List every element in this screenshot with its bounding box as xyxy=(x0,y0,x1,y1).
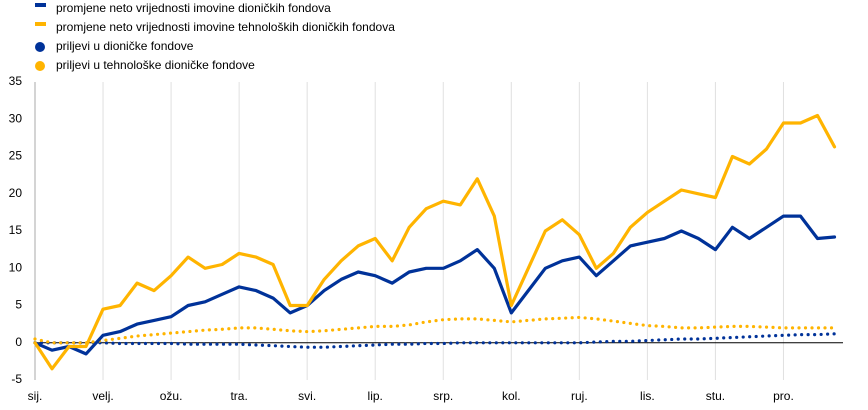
legend-marker xyxy=(35,61,45,71)
y-tick-label: 35 xyxy=(9,74,23,88)
x-tick-label: kol. xyxy=(502,389,521,403)
x-tick-label: stu. xyxy=(706,389,725,403)
y-tick-label: 5 xyxy=(15,298,22,312)
x-tick-label: ruj. xyxy=(571,389,588,403)
dotted-series xyxy=(33,332,837,349)
x-tick-label: lip. xyxy=(368,389,383,403)
legend-label: priljevi u dioničke fondove xyxy=(56,39,194,53)
legend-marker xyxy=(35,3,46,7)
legend-label: priljevi u tehnološke dioničke fondove xyxy=(56,58,255,72)
x-tick-label: ožu. xyxy=(160,389,183,403)
y-tick-label: 10 xyxy=(9,260,23,274)
legend-marker xyxy=(35,22,46,26)
legend-label: promjene neto vrijednosti imovine tehnol… xyxy=(56,20,395,34)
x-tick-label: pro. xyxy=(773,389,794,403)
y-tick-label: 30 xyxy=(9,111,23,125)
line-series xyxy=(33,113,837,371)
y-tick-label: 15 xyxy=(9,223,23,237)
x-tick-label: velj. xyxy=(92,389,113,403)
line-series xyxy=(33,214,837,356)
y-tick-label: 20 xyxy=(9,186,23,200)
x-tick-label: lis. xyxy=(640,389,655,403)
x-tick-label: srp. xyxy=(433,389,453,403)
y-tick-label: 0 xyxy=(15,335,22,349)
dotted-series xyxy=(33,315,837,345)
legend-label: promjene neto vrijednosti imovine dionič… xyxy=(56,1,331,15)
x-tick-label: tra. xyxy=(230,389,247,403)
x-tick-label: sij. xyxy=(28,389,43,403)
legend-marker xyxy=(35,42,45,52)
x-tick-label: svi. xyxy=(298,389,316,403)
y-tick-label: -5 xyxy=(11,372,22,386)
y-tick-label: 25 xyxy=(9,149,23,163)
